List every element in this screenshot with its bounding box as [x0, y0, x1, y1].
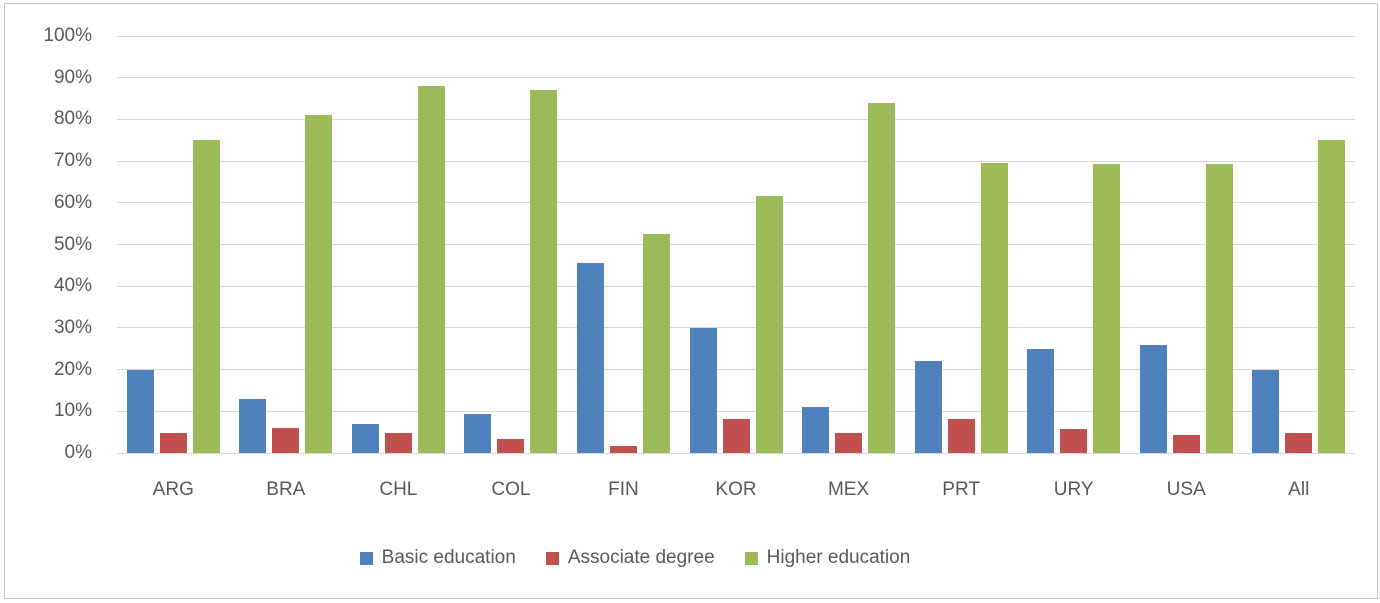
- bar-all-higher-education: [1318, 140, 1346, 453]
- legend-swatch-icon: [744, 551, 758, 565]
- bar-group-all: [1242, 36, 1355, 453]
- bar-prt-associate-degree: [947, 418, 975, 453]
- bar-bra-associate-degree: [272, 427, 300, 453]
- bar-arg-associate-degree: [159, 432, 187, 453]
- y-tick-label-40: 40%: [53, 275, 92, 297]
- y-tick-label-70: 70%: [53, 150, 92, 172]
- x-tick-label-ury: URY: [1053, 479, 1094, 500]
- bar-group-usa: [1130, 36, 1243, 453]
- bar-ury-higher-education: [1093, 164, 1121, 453]
- bar-group-arg: [117, 36, 230, 453]
- plot-area: [117, 35, 1355, 454]
- bar-group-fin: [567, 36, 680, 453]
- bar-group-chl: [342, 36, 455, 453]
- bar-prt-basic-education: [914, 361, 942, 453]
- legend-label: Higher education: [766, 547, 911, 568]
- bar-group-kor: [680, 36, 793, 453]
- bar-fin-basic-education: [576, 263, 604, 453]
- x-tick-label-fin: FIN: [608, 479, 639, 500]
- x-tick-label-usa: USA: [1166, 479, 1206, 500]
- bars-layer: [117, 36, 1355, 453]
- bar-col-basic-education: [464, 414, 492, 453]
- x-axis: ARG BRA CHL COL FIN KOR MEX PRT URY USA All: [117, 479, 1355, 501]
- bar-ury-associate-degree: [1060, 429, 1088, 453]
- gridline-70: [117, 160, 1355, 162]
- bar-group-col: [455, 36, 568, 453]
- bar-group-prt: [905, 36, 1018, 453]
- y-tick-label-90: 90%: [53, 66, 92, 88]
- bar-mex-associate-degree: [835, 432, 863, 453]
- bar-prt-higher-education: [980, 163, 1008, 453]
- x-tick-label-all: All: [1288, 479, 1310, 500]
- legend-item-associate-degree: Associate degree: [545, 547, 715, 569]
- y-tick-label-30: 30%: [53, 316, 92, 338]
- bar-all-associate-degree: [1285, 432, 1313, 453]
- gridline-80: [117, 118, 1355, 120]
- bar-all-basic-education: [1252, 369, 1280, 453]
- bar-mex-higher-education: [868, 102, 896, 453]
- legend-item-basic-education: Basic education: [359, 547, 516, 569]
- y-tick-label-10: 10%: [53, 400, 92, 422]
- x-tick-label-arg: ARG: [152, 479, 194, 500]
- y-tick-label-0: 0%: [64, 442, 92, 463]
- bar-usa-basic-education: [1139, 344, 1167, 453]
- gridline-20: [117, 369, 1355, 371]
- y-tick-label-50: 50%: [53, 233, 92, 255]
- bar-chl-basic-education: [351, 423, 379, 453]
- x-tick-label-mex: MEX: [827, 479, 870, 500]
- bar-group-mex: [792, 36, 905, 453]
- x-tick-label-bra: BRA: [266, 479, 306, 500]
- x-tick-label-chl: CHL: [379, 479, 418, 500]
- bar-group-bra: [230, 36, 343, 453]
- bar-col-higher-education: [530, 90, 558, 453]
- bar-arg-basic-education: [126, 369, 154, 453]
- chart-frame: [4, 3, 1378, 599]
- y-axis: 0% 10% 20% 30% 40% 50% 60% 70% 80% 90% 100%: [0, 25, 92, 463]
- gridline-10: [117, 410, 1355, 412]
- gridline-50: [117, 244, 1355, 245]
- gridline-40: [117, 285, 1355, 287]
- bar-kor-associate-degree: [722, 418, 750, 453]
- legend-label: Associate degree: [567, 547, 715, 568]
- bar-fin-higher-education: [642, 234, 670, 453]
- y-tick-label-100: 100%: [43, 25, 92, 46]
- gridline-0: [117, 452, 1355, 454]
- x-tick-label-prt: PRT: [942, 479, 980, 500]
- bar-fin-associate-degree: [609, 445, 637, 453]
- bar-chl-associate-degree: [384, 432, 412, 453]
- gridline-100: [117, 35, 1355, 37]
- legend-label: Basic education: [381, 547, 516, 568]
- x-tick-label-col: COL: [491, 479, 531, 500]
- legend-swatch-icon: [545, 551, 559, 565]
- x-tick-label-kor: KOR: [715, 479, 757, 500]
- legend: Basic education Associate degree Higher ed…: [0, 547, 1325, 569]
- bar-chl-higher-education: [417, 86, 445, 453]
- bar-usa-associate-degree: [1172, 435, 1200, 453]
- y-tick-label-80: 80%: [53, 108, 92, 130]
- bar-mex-basic-education: [802, 407, 830, 453]
- bar-arg-higher-education: [192, 140, 220, 453]
- legend-item-higher-education: Higher education: [744, 547, 911, 569]
- legend-swatch-icon: [359, 551, 373, 565]
- bar-ury-basic-education: [1027, 348, 1055, 453]
- y-tick-label-60: 60%: [53, 191, 92, 213]
- gridline-30: [117, 327, 1355, 329]
- bar-bra-higher-education: [305, 115, 333, 453]
- bar-kor-basic-education: [689, 327, 717, 453]
- y-tick-label-20: 20%: [53, 358, 92, 380]
- gridline-90: [117, 77, 1355, 79]
- bar-group-ury: [1017, 36, 1130, 453]
- gridline-60: [117, 202, 1355, 204]
- bar-col-associate-degree: [497, 438, 525, 453]
- bar-usa-higher-education: [1205, 163, 1233, 453]
- bar-kor-higher-education: [755, 195, 783, 453]
- bar-bra-basic-education: [239, 398, 267, 453]
